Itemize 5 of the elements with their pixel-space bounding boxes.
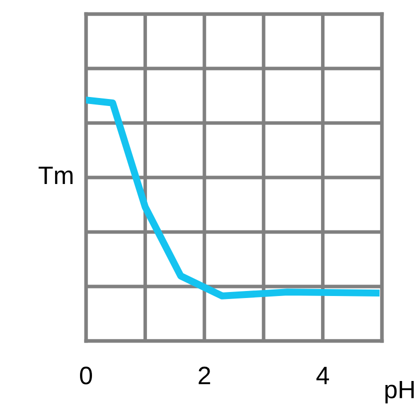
x-tick-label: 0 (80, 366, 92, 384)
x-tick-label: 4 (316, 366, 330, 384)
y-axis-title: Tm (38, 166, 73, 184)
x-axis-title: pH (385, 380, 414, 404)
x-tick-label: 2 (198, 366, 210, 384)
